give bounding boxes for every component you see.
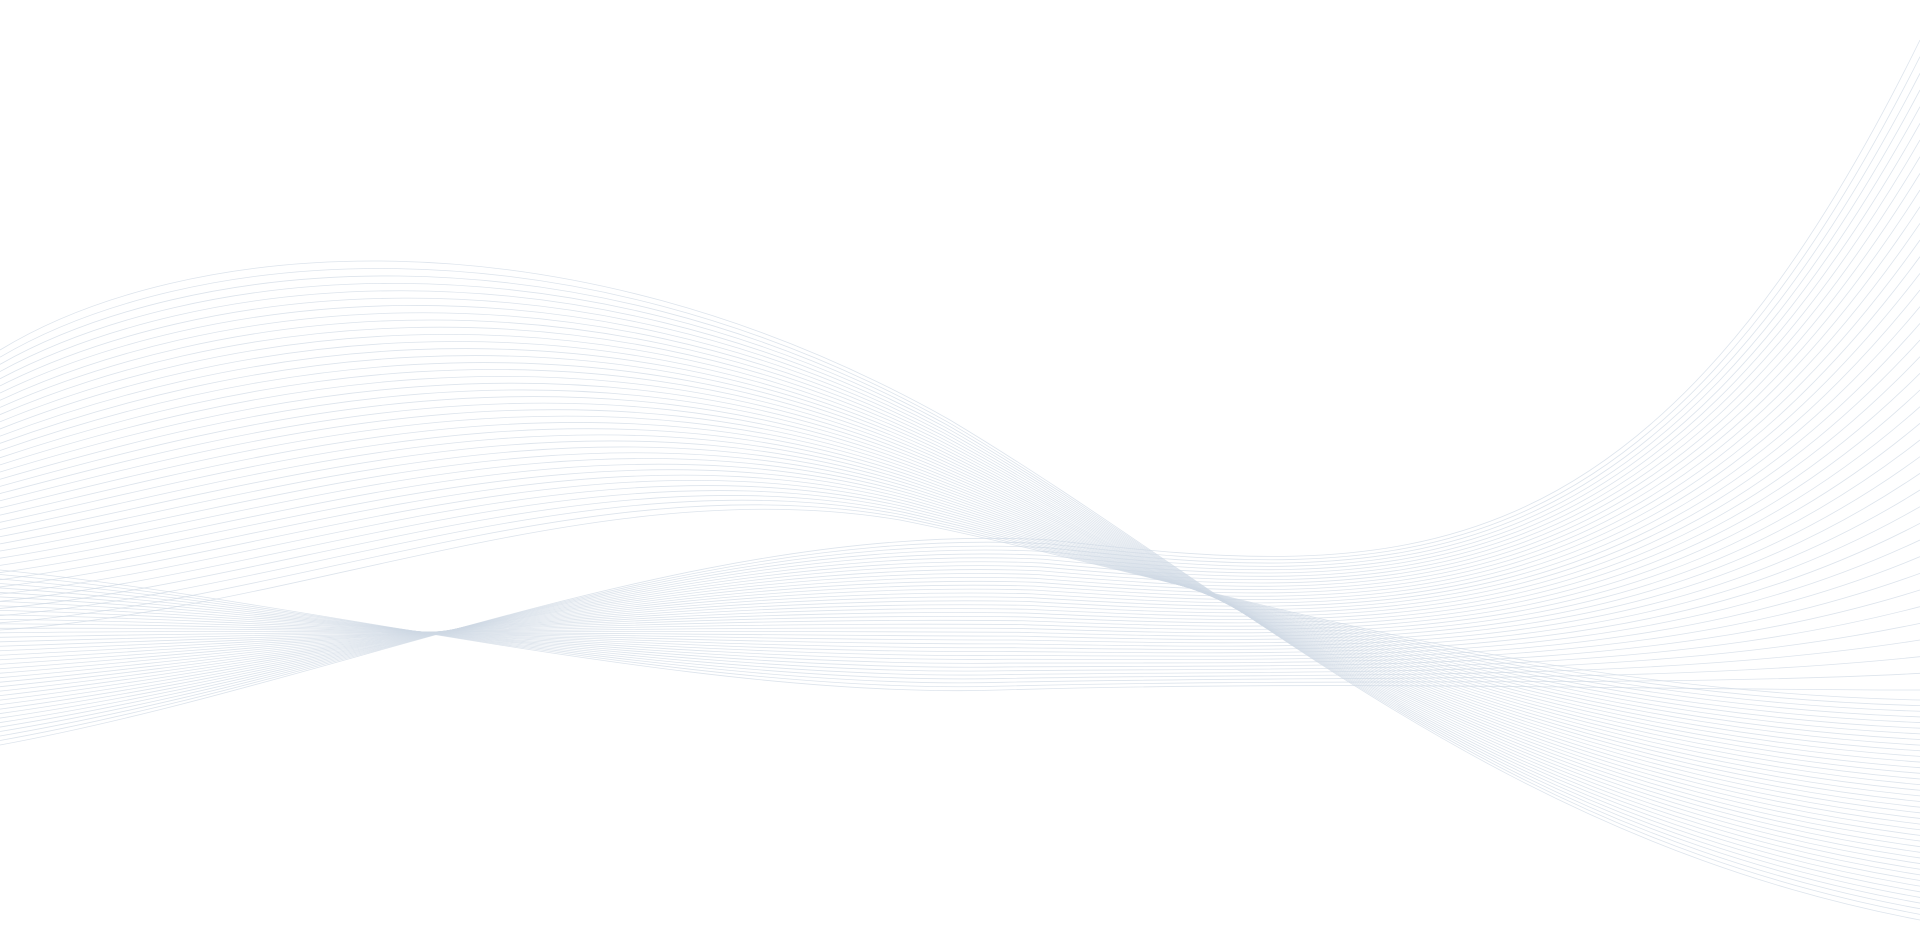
wave-line [0, 339, 1920, 665]
wave-line [0, 452, 1920, 763]
wave-line [0, 382, 1920, 825]
wave-line [0, 333, 1920, 864]
wave-line [0, 139, 1920, 719]
wave-line [0, 305, 1920, 887]
wave-line [0, 589, 1920, 668]
wave-line [0, 123, 1920, 723]
wave-line [0, 572, 1920, 664]
wave-line [0, 473, 1920, 644]
wave-line [0, 389, 1920, 819]
wave-line [0, 456, 1920, 640]
wave-line [0, 297, 1920, 893]
wave-line [0, 239, 1920, 692]
wave-line [0, 423, 1920, 643]
wave-line [0, 506, 1920, 650]
wave-line [0, 587, 1920, 676]
wave-line [0, 409, 1920, 802]
wave-line [0, 446, 1920, 769]
wave-line [0, 256, 1920, 688]
wave-line [0, 39, 1920, 746]
wave-line [0, 592, 1920, 672]
wave-line [0, 289, 1920, 679]
wave-line [0, 396, 1920, 814]
wave-line [0, 323, 1920, 670]
wave-line [0, 290, 1920, 898]
wave-line [0, 495, 1920, 718]
wave-line [0, 341, 1920, 859]
wave-line [0, 489, 1920, 647]
wave-line [0, 522, 1920, 654]
wave-line [0, 56, 1920, 741]
wave-line [0, 273, 1920, 683]
wave-line [0, 569, 1920, 692]
wave-line [0, 348, 1920, 853]
wave-line [0, 469, 1920, 746]
wave-line [0, 89, 1920, 732]
wave-line [0, 556, 1920, 660]
wave-line [0, 173, 1920, 710]
wave-line [0, 282, 1920, 904]
wave-line [0, 223, 1920, 697]
wave-line [0, 268, 1920, 915]
wave-line [0, 434, 1920, 780]
wave-line [0, 406, 1920, 647]
wave-line [0, 440, 1920, 774]
wave-line [0, 439, 1920, 638]
wave-line [0, 319, 1920, 876]
wave-line [0, 326, 1920, 870]
wave-line [0, 574, 1920, 688]
wave-line [0, 583, 1920, 680]
wave-line [0, 375, 1920, 831]
wave-line [0, 499, 1920, 712]
wave-line [0, 156, 1920, 714]
wave-line [0, 479, 1920, 735]
wave-line [0, 463, 1920, 752]
wave-line [0, 504, 1920, 707]
wave-line [0, 458, 1920, 757]
wave-line [0, 539, 1920, 657]
wave-line [0, 73, 1920, 737]
wave-line [0, 312, 1920, 881]
wave-line [0, 356, 1920, 661]
wave-line [0, 106, 1920, 728]
wave-line [0, 402, 1920, 808]
wave-line [0, 428, 1920, 786]
wave-line [0, 362, 1920, 842]
wave-line [0, 355, 1920, 848]
wave-line [0, 189, 1920, 706]
wave-line [0, 369, 1920, 836]
wave-family-descending [0, 260, 1920, 921]
wave-line [0, 422, 1920, 791]
wave-line [0, 474, 1920, 740]
wave-line [0, 415, 1920, 797]
wave-family-ascending [0, 39, 1920, 746]
wave-line [0, 389, 1920, 652]
wave-line [0, 578, 1920, 684]
wave-line [0, 373, 1920, 656]
wave-line [0, 275, 1920, 910]
wave-line [0, 490, 1920, 723]
wave-line [0, 306, 1920, 674]
wave-line [0, 206, 1920, 701]
wave-line [0, 260, 1920, 921]
wave-line [0, 485, 1920, 729]
